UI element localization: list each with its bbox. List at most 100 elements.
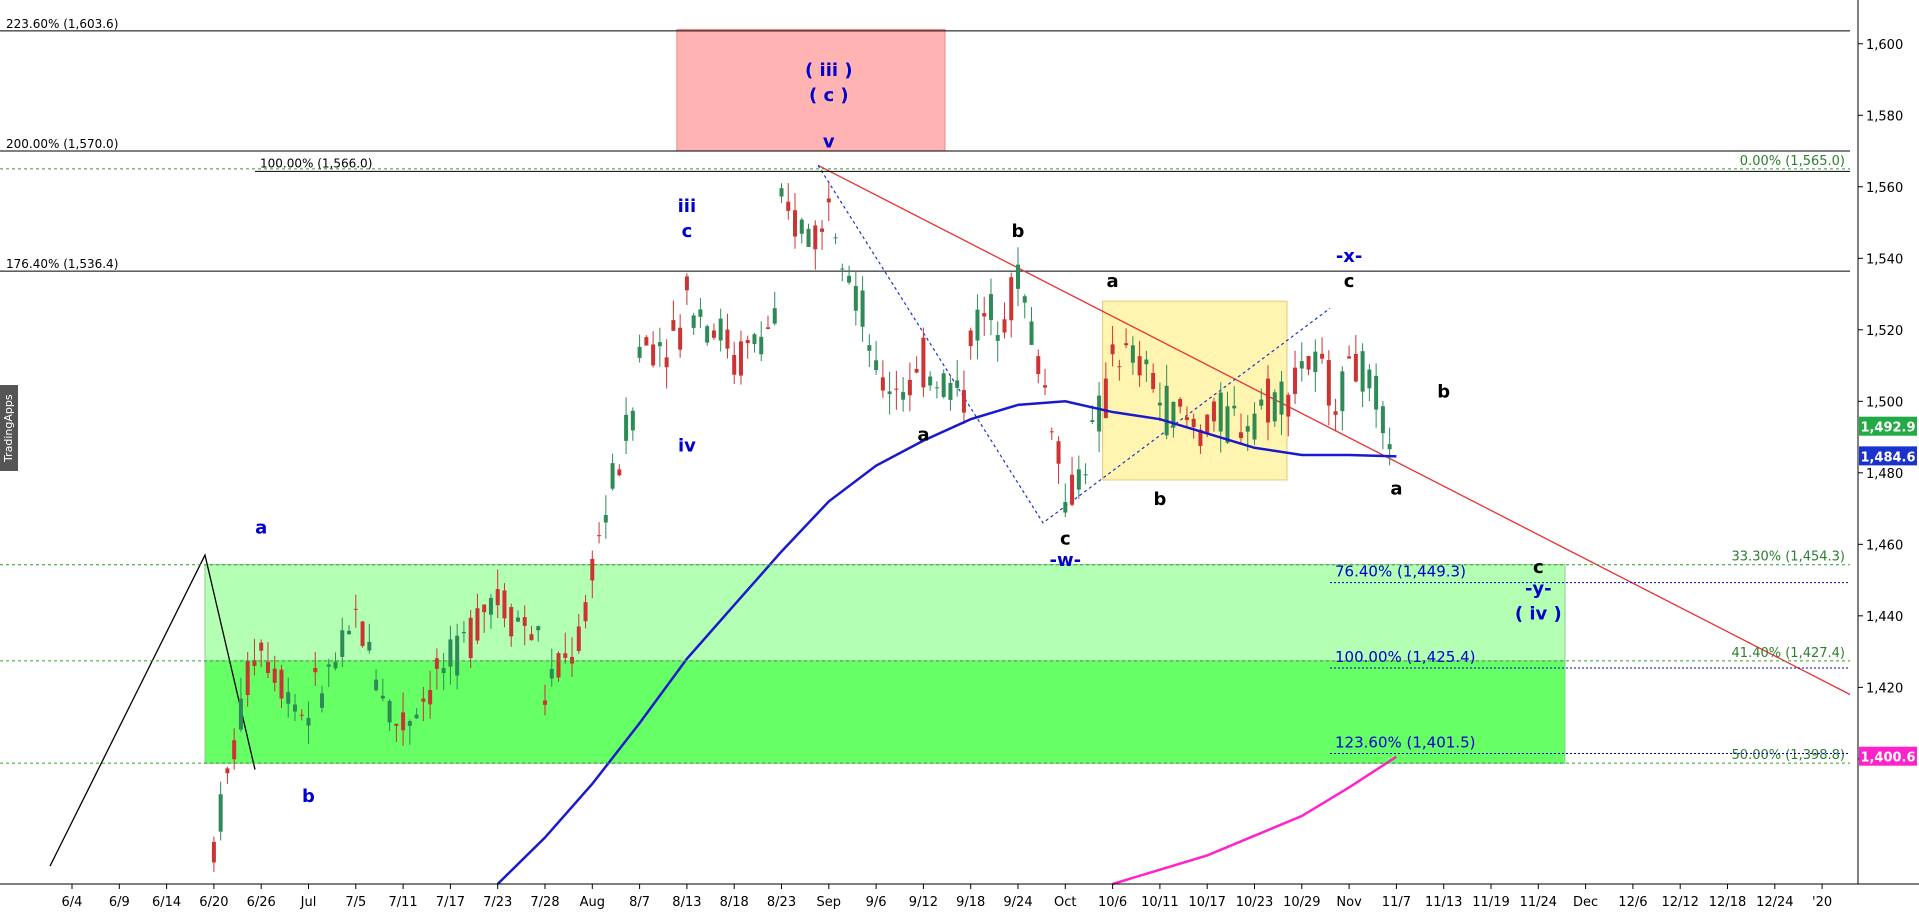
y-tick-label: 1,460 [1866, 538, 1903, 553]
candle-body [1266, 378, 1271, 423]
candle-body [1279, 381, 1284, 415]
candle-body [711, 330, 716, 338]
candle-body [590, 558, 595, 581]
candle-body [1326, 360, 1331, 406]
candle-body [813, 225, 818, 250]
x-tick-label: 7/17 [436, 895, 465, 910]
y-tick-label: 1,560 [1866, 181, 1903, 196]
candle-body [326, 664, 331, 667]
wave-label: iv [678, 435, 696, 456]
wave-label: c [1060, 528, 1071, 549]
candle-body [1164, 385, 1169, 436]
candle-body [914, 368, 919, 373]
candle-body [759, 336, 764, 355]
candle-body [1367, 369, 1372, 389]
candle-body [1353, 353, 1358, 382]
candle-body [475, 608, 480, 641]
candle-body [1360, 351, 1365, 392]
candle-body [1347, 356, 1352, 359]
candle-body [1002, 319, 1007, 333]
x-tick-label: 6/20 [199, 895, 228, 910]
fib-blue-label: 76.40% (1,449.3) [1335, 563, 1466, 581]
y-tick-label: 1,520 [1866, 324, 1903, 339]
candle-body [975, 309, 980, 341]
candle-body [671, 320, 676, 331]
candle-body [1151, 372, 1156, 390]
fib-blue-label: 123.60% (1,401.5) [1335, 733, 1475, 751]
candle-body [968, 330, 973, 347]
candle-body [515, 617, 520, 622]
level-label: 200.00% (1,570.0) [6, 137, 118, 151]
candle-body [644, 337, 649, 346]
candle-body [1245, 426, 1250, 432]
red-trendline [817, 164, 1851, 696]
wave-label: ( iii ) [805, 60, 853, 81]
candle-body [820, 228, 825, 232]
candle-body [1022, 296, 1027, 303]
candle-body [536, 626, 541, 631]
candle-body [252, 660, 257, 666]
wave-label: ( iv ) [1515, 603, 1562, 624]
wave-label: a [255, 518, 267, 539]
price-tag [1859, 446, 1917, 466]
candle-body [988, 294, 993, 321]
x-tick-label: 9/18 [956, 895, 985, 910]
candle-body [718, 318, 723, 341]
candle-body [664, 357, 669, 368]
wave-label: c [1344, 271, 1355, 292]
x-tick-label: 9/12 [909, 895, 938, 910]
candle-body [678, 327, 683, 350]
x-tick-label: 12/6 [1618, 895, 1647, 910]
candle-body [995, 335, 1000, 341]
candle-body [1009, 277, 1014, 321]
candle-body [1130, 345, 1135, 363]
candle-body [1043, 385, 1048, 388]
candle-body [1110, 344, 1115, 355]
candle-body [840, 268, 845, 270]
wave-path-black [49, 553, 256, 867]
candle-body [522, 617, 527, 626]
candle-body [259, 642, 264, 651]
candle-body [549, 669, 554, 679]
candle-body [238, 698, 243, 730]
candle-body [407, 721, 412, 726]
candle-body [745, 339, 750, 344]
fib-blue-label: 100.00% (1,425.4) [1335, 648, 1475, 666]
candle-body [860, 290, 865, 327]
candle-body [320, 693, 325, 708]
candle-body [434, 658, 439, 669]
y-tick-label: 1,480 [1866, 467, 1903, 482]
candle-body [495, 589, 500, 606]
candle-body [1380, 406, 1385, 434]
candle-body [1103, 378, 1108, 418]
fib-green-label: 50.00% (1,398.8) [1732, 748, 1845, 763]
candle-body [630, 410, 635, 431]
x-tick-label: Jul [300, 895, 317, 910]
wave-label: b [1153, 489, 1166, 510]
x-tick-label: Aug [580, 895, 605, 910]
price-tag-label: 1,484.6 [1860, 450, 1915, 465]
candle-body [867, 345, 872, 351]
fib-green-label: 33.30% (1,454.3) [1732, 550, 1845, 565]
candle-body [367, 641, 372, 651]
candle-body [387, 700, 392, 723]
candle-body [691, 315, 696, 328]
candle-body [779, 188, 784, 197]
wave-label: c [682, 221, 693, 242]
candle-body [1049, 431, 1054, 433]
candle-body [1157, 402, 1162, 406]
candle-body [401, 712, 406, 731]
candle-body [637, 346, 642, 358]
candle-body [306, 717, 311, 726]
candle-body [1191, 418, 1196, 428]
candle-body [1029, 321, 1034, 345]
candle-body [272, 668, 277, 683]
x-tick-label: Dec [1573, 895, 1598, 910]
x-tick-label: Nov [1336, 895, 1362, 910]
candle-body [1286, 394, 1291, 417]
wave-label: b [1437, 382, 1450, 403]
price-tag [1859, 416, 1917, 436]
moving-average-blue [496, 400, 1397, 885]
